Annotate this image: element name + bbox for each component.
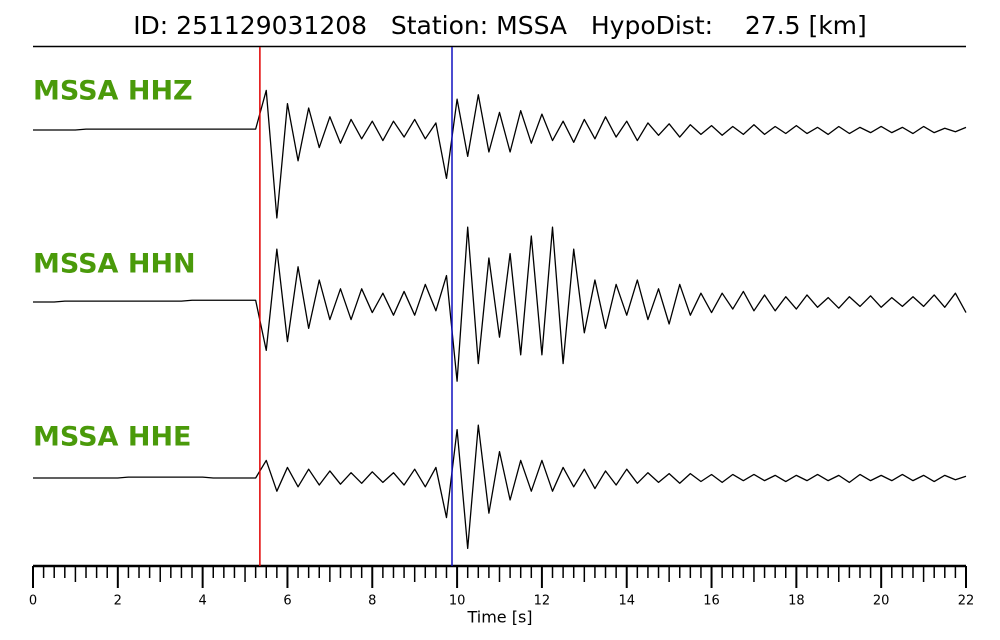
x-tick-label: 12 (534, 594, 551, 609)
x-tick-label: 6 (283, 594, 291, 609)
x-tick-label: 4 (198, 594, 206, 609)
x-tick-label: 18 (788, 594, 805, 609)
x-tick-label: 0 (29, 594, 37, 609)
x-axis-label: Time [s] (466, 608, 532, 627)
waveform (33, 424, 967, 550)
x-tick-label: 16 (703, 594, 720, 609)
x-tick-label: 14 (618, 594, 635, 609)
trace-label: MSSA HHZ (33, 76, 193, 107)
waveform (33, 89, 967, 219)
x-tick-label: 20 (873, 594, 890, 609)
x-tick-label: 8 (368, 594, 376, 609)
x-tick-label: 2 (114, 594, 122, 609)
x-tick-label: 22 (958, 594, 975, 609)
trace-label: MSSA HHE (33, 422, 191, 453)
chart-title: ID: 251129031208 Station: MSSA HypoDist:… (133, 11, 867, 40)
x-tick-label: 10 (449, 594, 466, 609)
waveform (33, 226, 967, 382)
trace-label: MSSA HHN (33, 249, 196, 280)
